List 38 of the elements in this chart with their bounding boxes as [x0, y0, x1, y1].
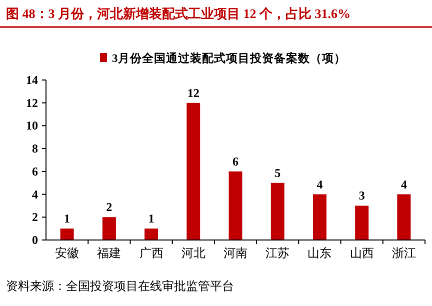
- x-tick-label: 山东: [308, 246, 332, 260]
- data-label: 1: [148, 212, 154, 226]
- bar: [355, 206, 369, 240]
- data-label: 1: [64, 212, 70, 226]
- y-tick-label: 4: [32, 187, 38, 202]
- x-tick-label: 河北: [181, 246, 206, 260]
- legend-label: 3月份全国通过装配式项目投资备案数（项）: [112, 51, 346, 65]
- bar: [60, 228, 74, 240]
- y-tick-label: 0: [32, 233, 38, 247]
- bar: [312, 194, 326, 240]
- bar: [270, 182, 284, 240]
- bar: [186, 102, 200, 240]
- x-tick-label: 福建: [97, 246, 122, 260]
- chart-title: 图 48：3 月份，河北新增装配式工业项目 12 个，占比 31.6%: [6, 6, 350, 21]
- y-tick-label: 14: [26, 73, 38, 87]
- text: 资料来源：全国投资项目在线审批监管平台: [6, 279, 234, 293]
- bar: [397, 194, 411, 240]
- x-tick-label: 江苏: [266, 246, 290, 260]
- x-tick-label: 广西: [139, 246, 164, 260]
- y-tick-label: 8: [32, 142, 38, 156]
- data-label: 12: [187, 86, 200, 100]
- x-tick-label: 浙江: [392, 246, 416, 260]
- y-tick-label: 10: [26, 118, 38, 133]
- x-tick-label: 山西: [350, 246, 374, 260]
- bar: [102, 217, 116, 240]
- y-tick-label: 6: [32, 164, 38, 178]
- x-tick-label: 河南: [224, 246, 248, 260]
- bar: [228, 171, 242, 240]
- x-tick-label: 安徽: [55, 246, 80, 260]
- data-label: 4: [400, 177, 407, 192]
- data-label: 2: [106, 200, 112, 214]
- data-label: 3: [358, 188, 365, 203]
- data-label: 6: [232, 154, 238, 168]
- y-tick-label: 12: [26, 96, 38, 110]
- y-tick-label: 2: [32, 210, 38, 224]
- bar: [144, 228, 158, 240]
- data-label: 5: [274, 166, 281, 180]
- data-label: 4: [316, 177, 323, 192]
